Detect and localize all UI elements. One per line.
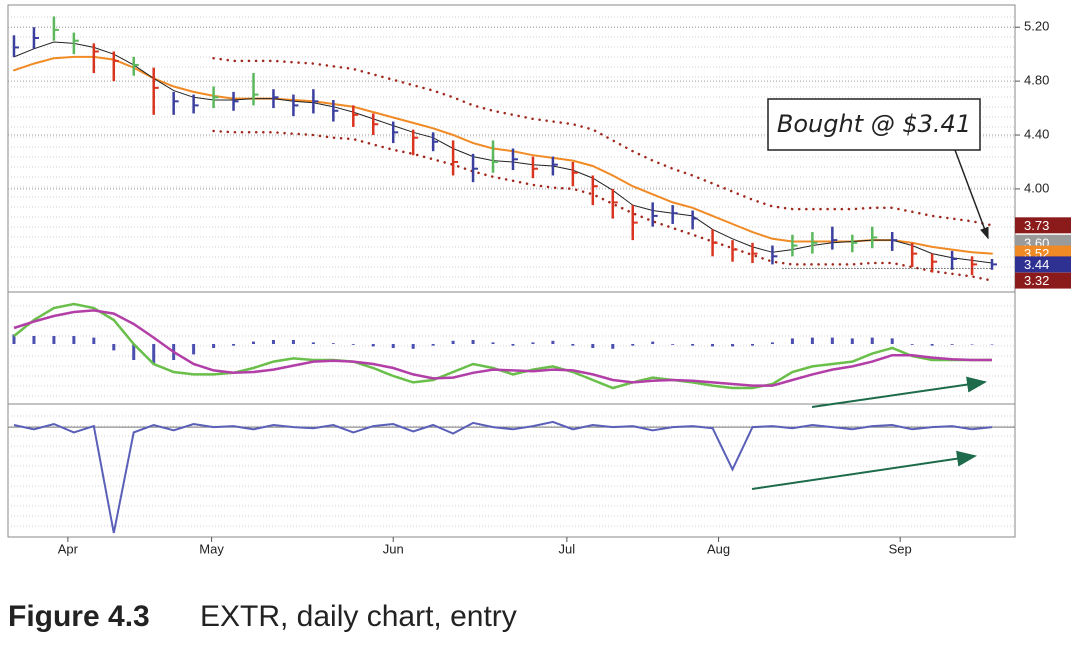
histogram-bar xyxy=(491,342,495,344)
histogram-bar xyxy=(890,338,894,344)
histogram-bar xyxy=(72,336,76,344)
trend-arrow xyxy=(751,450,977,490)
x-tick-label: Jul xyxy=(559,541,576,556)
histogram-bar xyxy=(152,344,156,364)
y-tick-label: 5.20 xyxy=(1024,19,1049,34)
histogram-bar xyxy=(311,342,315,344)
trend-arrow xyxy=(811,376,987,408)
histogram-bar xyxy=(790,338,794,344)
figure-number: Figure 4.3 xyxy=(8,600,150,633)
histogram-bar xyxy=(411,344,415,349)
price-badge-label: 3.73 xyxy=(1024,218,1049,233)
histogram-bar xyxy=(910,344,914,345)
y-tick-label: 4.40 xyxy=(1024,126,1049,141)
histogram-bar xyxy=(970,344,974,345)
price-badge xyxy=(1015,256,1071,273)
histogram-bar xyxy=(331,343,335,344)
histogram-bar xyxy=(92,337,96,344)
histogram-bar xyxy=(212,344,216,348)
histogram-bar xyxy=(551,340,555,344)
y-tick-label: 4.00 xyxy=(1024,180,1049,195)
histogram-bar xyxy=(571,344,575,346)
histogram-bar xyxy=(291,340,295,344)
histogram-bar xyxy=(12,334,16,344)
histogram-bar xyxy=(32,336,36,344)
histogram-bar xyxy=(711,344,715,347)
histogram-bar xyxy=(112,344,116,351)
histogram-bar xyxy=(930,344,934,346)
histogram-bar xyxy=(810,337,814,344)
histogram-bar xyxy=(850,338,854,344)
indicator-line xyxy=(13,309,992,387)
figure-caption: EXTR, daily chart, entry xyxy=(200,600,517,633)
y-tick-label: 4.80 xyxy=(1024,73,1049,88)
price-badge-label: 3.44 xyxy=(1024,257,1049,272)
histogram-bar xyxy=(471,340,475,344)
indicator-line xyxy=(212,56,994,227)
histogram-bar xyxy=(770,342,774,344)
histogram-bar xyxy=(830,337,834,344)
histogram-bar xyxy=(591,344,595,348)
histogram-bar xyxy=(232,344,236,346)
indicator-line xyxy=(13,41,993,264)
x-tick-label: Apr xyxy=(58,541,79,556)
x-tick-label: May xyxy=(199,541,224,556)
histogram-bar xyxy=(351,344,355,345)
histogram-bar xyxy=(431,344,435,346)
x-tick-label: Sep xyxy=(889,541,912,556)
indicator-line xyxy=(212,129,994,282)
histogram-bar xyxy=(950,344,954,345)
histogram-bar xyxy=(611,344,615,349)
x-tick-label: Aug xyxy=(707,541,730,556)
histogram-bar xyxy=(132,344,136,360)
x-tick-label: Jun xyxy=(383,541,404,556)
histogram-bar xyxy=(192,344,196,355)
histogram-bar xyxy=(451,340,455,344)
callout-pointer xyxy=(954,149,989,240)
histogram-bar xyxy=(252,341,256,344)
histogram-bar xyxy=(691,344,695,346)
histogram-bar xyxy=(990,344,994,345)
histogram-bar xyxy=(651,341,655,344)
histogram-bar xyxy=(870,337,874,344)
histogram-bar xyxy=(371,344,375,347)
callout-box xyxy=(767,98,981,151)
price-badge-label: 3.32 xyxy=(1024,273,1049,288)
histogram-bar xyxy=(531,342,535,344)
indicator-line xyxy=(13,420,993,534)
histogram-bar xyxy=(52,336,56,344)
histogram-bar xyxy=(750,344,754,346)
price-badge xyxy=(1015,217,1071,234)
histogram-bar xyxy=(671,344,675,345)
entry-label: Bought @ $3.41 xyxy=(777,110,971,138)
histogram-bar xyxy=(731,344,735,347)
price-badge xyxy=(1015,272,1071,289)
histogram-bar xyxy=(391,344,395,348)
indicator-line xyxy=(13,55,993,255)
histogram-bar xyxy=(271,340,275,344)
plot-frame xyxy=(7,4,1016,538)
histogram-bar xyxy=(631,344,635,346)
histogram-bar xyxy=(511,344,515,346)
